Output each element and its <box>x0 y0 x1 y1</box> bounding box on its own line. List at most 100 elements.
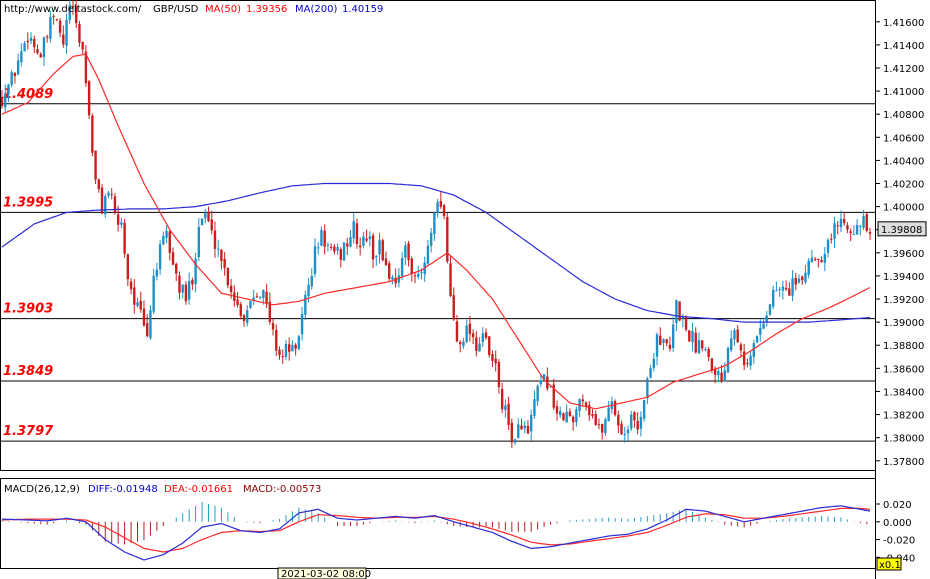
candle-body <box>539 380 543 384</box>
candle-body <box>797 278 801 283</box>
candle-body <box>287 344 291 352</box>
candle-body <box>249 301 252 309</box>
ma50-line <box>1 53 871 410</box>
candle-body <box>604 419 607 434</box>
candle-body <box>649 367 652 378</box>
macd-indicator: 0.0200.000-0.020-0.040 <box>1 500 915 564</box>
candle-body <box>417 273 420 277</box>
candle-body <box>488 336 491 356</box>
candle-body <box>23 43 26 52</box>
candle-body <box>791 278 794 296</box>
candle-body <box>265 291 268 303</box>
candle-body <box>465 325 468 343</box>
candle-body <box>410 258 413 274</box>
candle-body <box>536 385 539 402</box>
candle-body <box>33 38 36 48</box>
candle-body <box>542 374 546 380</box>
candle-body <box>691 331 694 343</box>
candle-body <box>500 389 504 410</box>
candle-body <box>626 429 630 434</box>
price-tick-label: 1.38400 <box>883 387 924 398</box>
candle-body <box>855 224 859 235</box>
candle-body <box>449 263 452 297</box>
candle-body <box>365 238 368 241</box>
candle-body <box>294 344 297 349</box>
candle-body <box>562 413 565 421</box>
candle-body <box>129 281 133 290</box>
candle-body <box>304 294 307 315</box>
candle-body <box>452 295 455 320</box>
candle-body <box>220 249 223 261</box>
candle-body <box>142 308 146 326</box>
macd-histogram-value: MACD:-0.00573 <box>243 484 321 495</box>
candle-body <box>723 370 726 382</box>
ma200-line <box>1 182 871 323</box>
candle-body <box>781 286 785 291</box>
candle-body <box>291 344 294 352</box>
candle-body <box>210 219 213 231</box>
candle-body <box>720 372 723 382</box>
candle-body <box>504 405 507 410</box>
candle-body <box>317 247 320 249</box>
candle-body <box>146 323 149 337</box>
candle-body <box>468 323 472 334</box>
candle-body <box>478 343 481 352</box>
price-tick-label: 1.41600 <box>883 18 924 29</box>
candle-body <box>97 179 101 190</box>
candle-body <box>94 150 97 180</box>
candle-body <box>836 225 839 227</box>
candle-body <box>378 239 381 255</box>
candle-body <box>584 402 588 407</box>
candle-body <box>78 23 81 43</box>
candle-body <box>762 323 765 329</box>
candle-body <box>555 406 559 414</box>
macd-dea-line <box>1 507 871 553</box>
ma50-label: MA(50) <box>205 4 241 15</box>
candle-body <box>326 244 330 246</box>
candle-body <box>333 246 336 252</box>
candle-body <box>323 230 326 247</box>
candle-body <box>181 284 184 293</box>
candle-body <box>336 247 339 251</box>
price-axis-ticks: 1.41600 1.41400 1.41200 1.41000 1.40800 1.406… <box>875 18 924 468</box>
candle-body <box>139 300 142 310</box>
candle-body <box>794 278 797 285</box>
candle-body <box>91 115 94 153</box>
candle-body <box>552 384 555 408</box>
candle-body <box>152 275 155 312</box>
candle-body <box>136 302 139 306</box>
candle-body <box>358 245 362 248</box>
price-tick-label: 1.40600 <box>883 133 924 144</box>
candle-body <box>830 238 833 240</box>
candle-body <box>197 226 201 257</box>
candle-body <box>852 233 856 235</box>
price-tick-label: 1.41400 <box>883 41 924 52</box>
candle-body <box>591 414 594 416</box>
candle-body <box>671 324 675 348</box>
candle-body <box>113 196 117 213</box>
candle-body <box>529 414 533 432</box>
candle-body <box>407 243 410 260</box>
candle-body <box>613 401 617 415</box>
candle-body <box>133 287 136 305</box>
candle-body <box>246 310 249 323</box>
price-tick-label: 1.39000 <box>883 318 924 329</box>
current-price-tag-box <box>877 221 927 237</box>
candle-body <box>413 275 417 277</box>
price-tick-label: 1.38200 <box>883 411 924 422</box>
scale-badge[interactable]: x0.1 <box>879 560 901 571</box>
candle-body <box>0 96 4 107</box>
price-tick-label: 1.38800 <box>883 341 924 352</box>
candle-body <box>726 347 730 373</box>
scale-badge-box[interactable] <box>876 557 902 571</box>
candle-body <box>300 313 304 335</box>
price-tick-label: 1.38600 <box>883 364 924 375</box>
candle-body <box>684 316 688 330</box>
candle-body <box>204 212 207 219</box>
candle-body <box>697 340 701 353</box>
macd-title: MACD(26,12,9) <box>4 484 80 495</box>
candle-body <box>81 41 84 50</box>
candle-body <box>549 386 552 388</box>
